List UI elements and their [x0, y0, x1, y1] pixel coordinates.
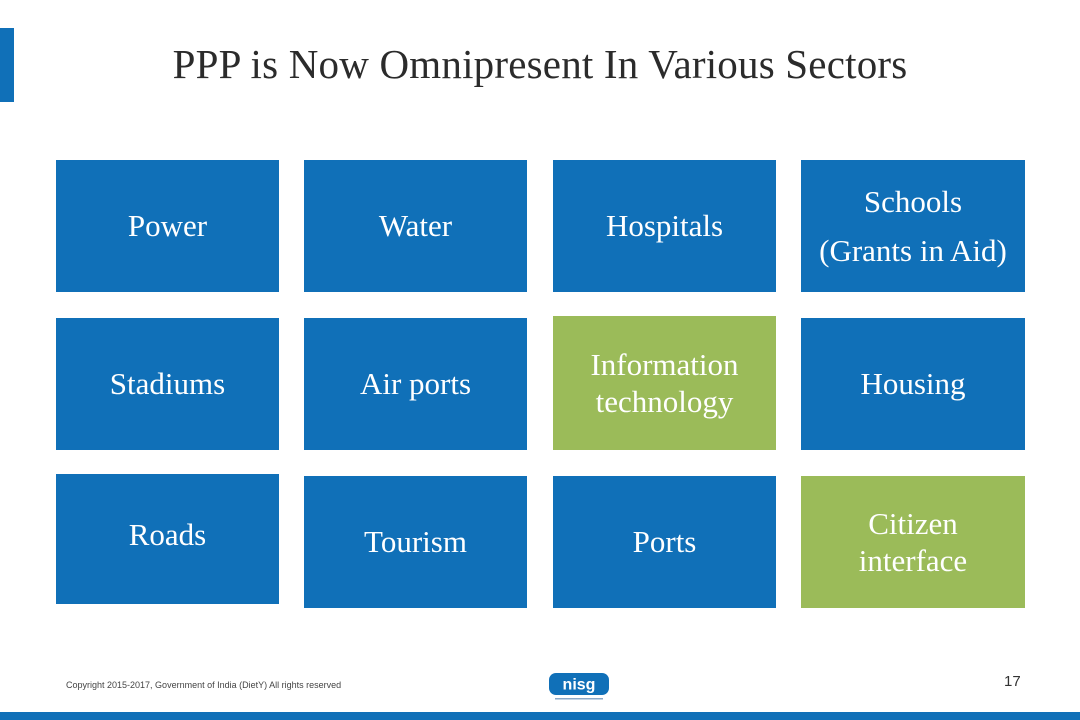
sector-tile-ports: Ports: [553, 476, 776, 608]
sector-tile-information-technology: Information technology: [553, 316, 776, 450]
sector-tile-airports: Air ports: [304, 318, 527, 450]
sector-tile-schools: Schools (Grants in Aid): [801, 160, 1025, 292]
copyright-text: Copyright 2015-2017, Government of India…: [66, 680, 342, 690]
sector-label: Tourism: [364, 524, 467, 560]
sector-label-line2: technology: [595, 384, 734, 419]
sector-label: Water: [378, 208, 453, 244]
sector-label-line1: Schools: [863, 183, 963, 219]
sector-tile-roads: Roads: [56, 474, 279, 604]
logo-text: nisg: [563, 677, 596, 694]
sector-label: Power: [127, 208, 208, 244]
sector-label: Stadiums: [109, 366, 226, 402]
sector-label: Ports: [632, 524, 697, 560]
sector-label-line2: (Grants in Aid): [819, 233, 1007, 268]
bottom-bar: [0, 712, 1080, 720]
sector-tile-tourism: Tourism: [304, 476, 527, 608]
sector-label-line2: interface: [858, 543, 968, 578]
sector-tile-power: Power: [56, 160, 279, 292]
sector-label-line1: Information: [590, 346, 739, 382]
sector-tile-citizen-interface: Citizen interface: [801, 476, 1025, 608]
sector-tile-water: Water: [304, 160, 527, 292]
accent-bar: [0, 28, 14, 102]
sector-label: Hospitals: [605, 208, 724, 244]
sector-label: Air ports: [359, 366, 472, 402]
sector-tile-housing: Housing: [801, 318, 1025, 450]
sector-tile-hospitals: Hospitals: [553, 160, 776, 292]
sector-label-line1: Citizen: [868, 505, 958, 541]
sector-label: Housing: [860, 366, 966, 402]
slide-title: PPP is Now Omnipresent In Various Sector…: [172, 41, 908, 87]
page-number: 17: [1004, 673, 1021, 690]
sector-label: Roads: [128, 517, 207, 553]
sector-tile-stadiums: Stadiums: [56, 318, 279, 450]
nisg-logo-icon: nisg: [549, 673, 609, 700]
